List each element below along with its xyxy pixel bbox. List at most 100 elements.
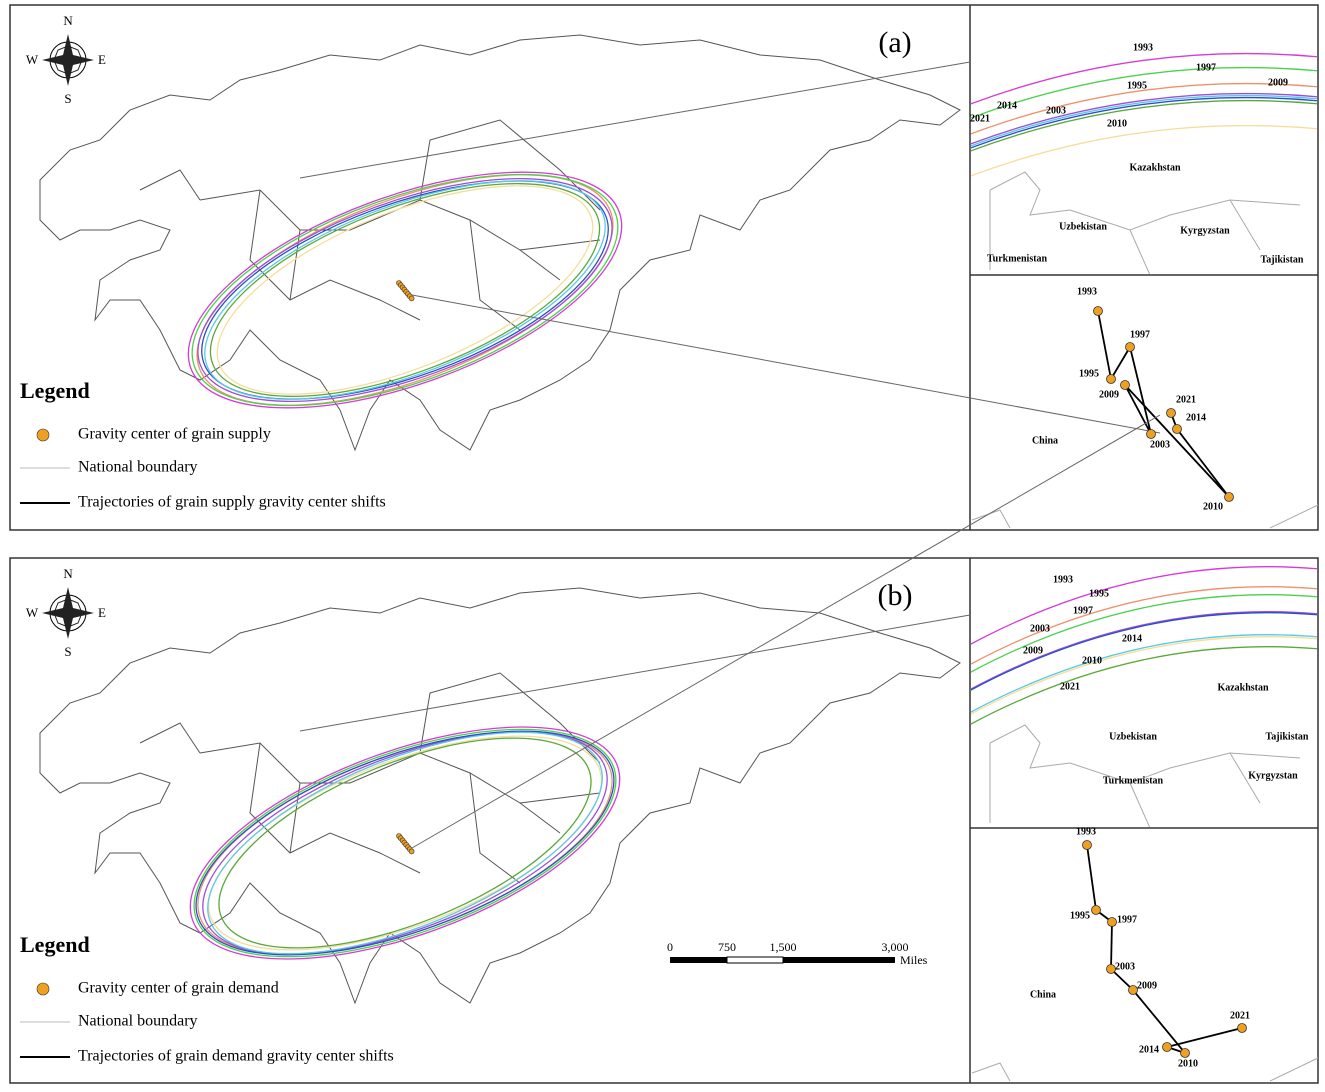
- gravity-center: [1128, 985, 1138, 995]
- scale-tick: 0: [667, 940, 673, 954]
- legend-symbol: [36, 982, 50, 996]
- year-label: 2021: [1176, 394, 1196, 405]
- std-ellipse: [191, 173, 619, 407]
- gravity-center: [1120, 380, 1130, 390]
- country-label: Kazakhstan: [1129, 162, 1181, 173]
- std-ellipse: [207, 731, 603, 955]
- ellipse-arc: [971, 586, 1317, 665]
- compass-star: [42, 587, 94, 639]
- compass-n: N: [63, 566, 73, 581]
- compass-star: [42, 34, 94, 86]
- ellipse-arc: [971, 566, 1317, 645]
- panel-frame: [9, 557, 1319, 1084]
- country-label: China: [1032, 435, 1058, 446]
- compass-w: W: [26, 52, 39, 67]
- year-label: 2009: [1268, 77, 1288, 88]
- std-ellipse: [196, 174, 614, 406]
- year-label: 2003: [1150, 439, 1170, 450]
- std-ellipse: [201, 180, 609, 400]
- gravity-center: [1106, 964, 1116, 974]
- legend-title: Legend: [20, 378, 90, 403]
- country-label: Turkmenistan: [987, 253, 1048, 264]
- year-label: 2014: [1122, 633, 1142, 644]
- zoom-connector: [299, 61, 971, 179]
- year-label: 1993: [1053, 574, 1073, 585]
- year-label: 1995: [1079, 368, 1099, 379]
- year-label: 2014: [1139, 1044, 1159, 1055]
- std-ellipse: [193, 728, 617, 958]
- zoom-borders: [989, 724, 1301, 827]
- zoom-connector: [411, 414, 1161, 849]
- ellipse-arc: [971, 124, 1317, 177]
- year-label: 2010: [1082, 655, 1102, 666]
- std-ellipse: [195, 730, 615, 956]
- scale-seg: [726, 956, 784, 964]
- ellipse-arc: [971, 66, 1317, 119]
- compass-e: E: [98, 605, 106, 620]
- ellipse-arc: [971, 612, 1317, 691]
- year-label: 2009: [1099, 389, 1119, 400]
- gravity-center: [1172, 424, 1182, 434]
- std-ellipse: [204, 180, 606, 400]
- legend-symbol: [36, 428, 50, 442]
- year-label: 1997: [1130, 329, 1150, 340]
- trajectory-line: [1086, 844, 1243, 1055]
- std-ellipse: [197, 178, 613, 402]
- compass-s: S: [64, 644, 71, 659]
- gravity-center: [1093, 306, 1103, 316]
- country-label: Kyrgyzstan: [1248, 770, 1298, 781]
- legend-item: National boundary: [78, 1013, 198, 1030]
- std-ellipse: [216, 185, 594, 395]
- year-label: 2014: [997, 100, 1017, 111]
- compass-star: [53, 45, 83, 75]
- year-label: 2014: [1186, 412, 1206, 423]
- year-label: 2010: [1178, 1058, 1198, 1069]
- compass: N S E W: [26, 566, 106, 659]
- gravity-center: [1107, 917, 1117, 927]
- std-ellipse: [207, 735, 603, 951]
- country-label: Kazakhstan: [1217, 682, 1269, 693]
- gravity-center: [1146, 429, 1156, 439]
- zoom-borders: [989, 171, 1301, 274]
- gravity-center: [1125, 342, 1135, 352]
- year-label: 2003: [1046, 105, 1066, 116]
- year-label: 2021: [970, 113, 990, 124]
- country-label: Turkmenistan: [1103, 775, 1164, 786]
- scale-tick: 750: [718, 940, 736, 954]
- zoom-borders: [971, 504, 1319, 529]
- land-outline: [39, 34, 961, 452]
- gravity-center: [408, 295, 415, 302]
- scale-seg: [783, 957, 895, 963]
- gravity-center: [1082, 840, 1092, 850]
- year-label: 2003: [1115, 961, 1135, 972]
- compass: N S E W: [26, 13, 106, 106]
- zoom-connector: [411, 294, 1161, 434]
- zoom-connector: [299, 614, 971, 732]
- compass-n: N: [63, 13, 73, 28]
- std-ellipse: [218, 737, 592, 949]
- panel-label: (b): [878, 579, 913, 612]
- country-label: Tajikistan: [1266, 731, 1309, 742]
- year-label: 2021: [1060, 681, 1080, 692]
- ellipse-arc: [971, 94, 1317, 147]
- legend-title: Legend: [20, 932, 90, 957]
- country-borders: [139, 672, 601, 884]
- ellipse-zoom: [971, 52, 1317, 274]
- gravity-center: [1162, 1042, 1172, 1052]
- gravity-center: [1166, 408, 1176, 418]
- year-label: 1995: [1127, 80, 1147, 91]
- gravity-center: [1106, 374, 1116, 384]
- std-ellipse: [187, 171, 623, 409]
- ellipse-arc: [971, 634, 1317, 713]
- year-label: 1993: [1077, 286, 1097, 297]
- ellipse-arc: [971, 92, 1317, 145]
- legend-item: National boundary: [78, 459, 198, 476]
- year-label: 1997: [1196, 62, 1216, 73]
- ellipse-zoom: [971, 566, 1317, 827]
- country-borders: [139, 119, 601, 331]
- ellipse-arc: [971, 594, 1317, 673]
- year-label: 1995: [1089, 588, 1109, 599]
- year-label: 2003: [1030, 623, 1050, 634]
